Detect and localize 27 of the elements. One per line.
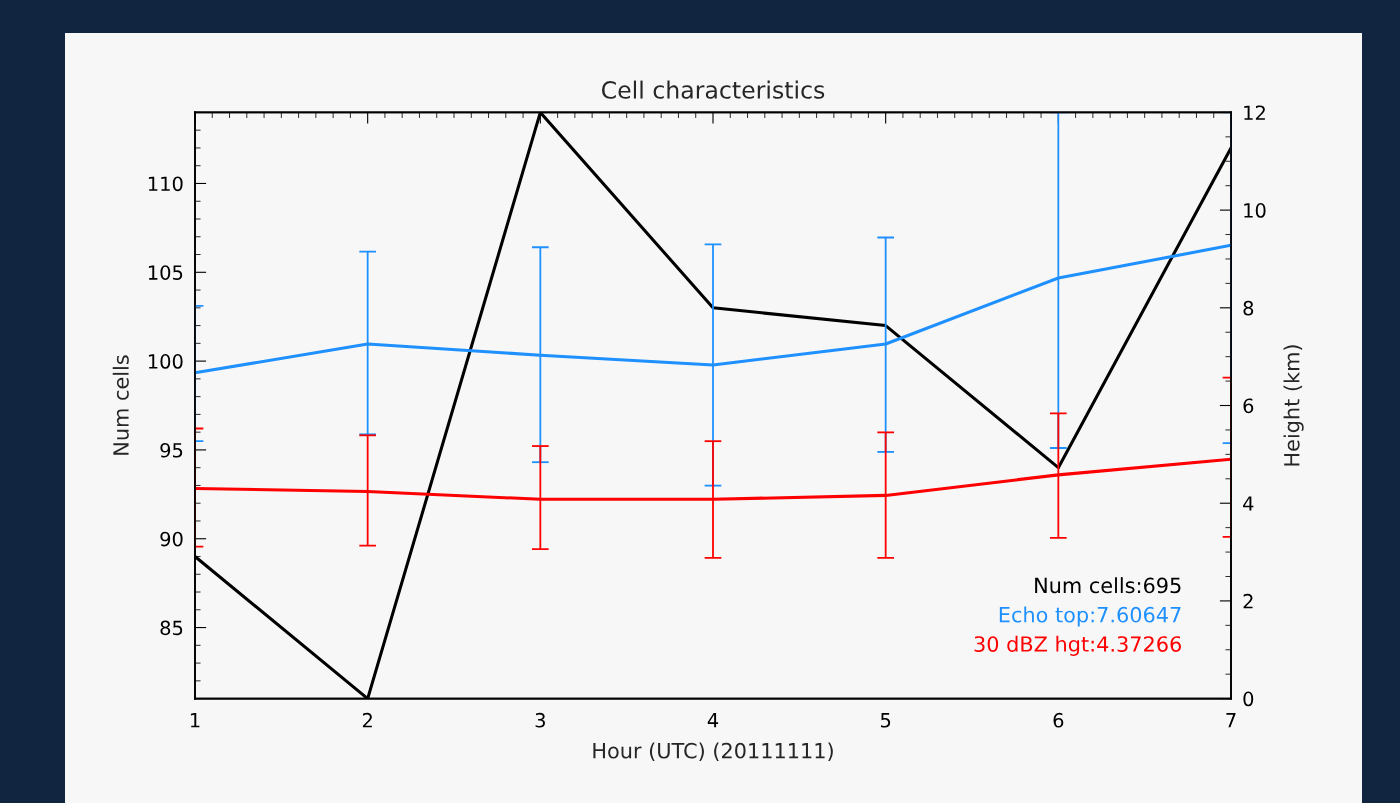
x-tick-label: 6 xyxy=(1053,712,1064,728)
y-tick-label: 110 xyxy=(148,176,183,192)
annotation: Echo top:7.60647 xyxy=(999,606,1181,627)
annotation: 30 dBZ hgt:4.37266 xyxy=(974,635,1181,656)
y-tick-label: 90 xyxy=(160,531,183,547)
y2-tick-label: 2 xyxy=(1243,593,1253,609)
x-tick-label: 4 xyxy=(707,713,719,728)
y2-axis-title: Height (km) xyxy=(1283,345,1304,466)
y2-tick-label: 12 xyxy=(1244,105,1265,120)
y2-tick-label: 0 xyxy=(1243,691,1254,707)
y-tick-label: 95 xyxy=(160,442,183,458)
y-axis-title: Num cells xyxy=(112,355,129,455)
chart-title: Cell characteristics xyxy=(601,80,825,99)
y2-tick-label: 6 xyxy=(1243,398,1254,414)
y2-tick-label: 8 xyxy=(1243,300,1254,316)
y-tick-label: 85 xyxy=(160,620,183,636)
x-tick-label: 1 xyxy=(190,713,200,728)
annotation: Num cells:695 xyxy=(1035,577,1181,594)
y-tick-label: 105 xyxy=(148,265,183,280)
x-tick-label: 2 xyxy=(362,712,372,728)
y2-tick-label: 4 xyxy=(1243,496,1254,511)
x-tick-label: 7 xyxy=(1226,713,1236,728)
x-tick-label: 5 xyxy=(880,713,891,728)
y-tick-label: 100 xyxy=(148,354,183,369)
x-axis-title: Hour (UTC) (20111111) xyxy=(593,742,833,762)
y2-tick-label: 10 xyxy=(1244,203,1266,218)
x-tick-label: 3 xyxy=(535,712,545,728)
